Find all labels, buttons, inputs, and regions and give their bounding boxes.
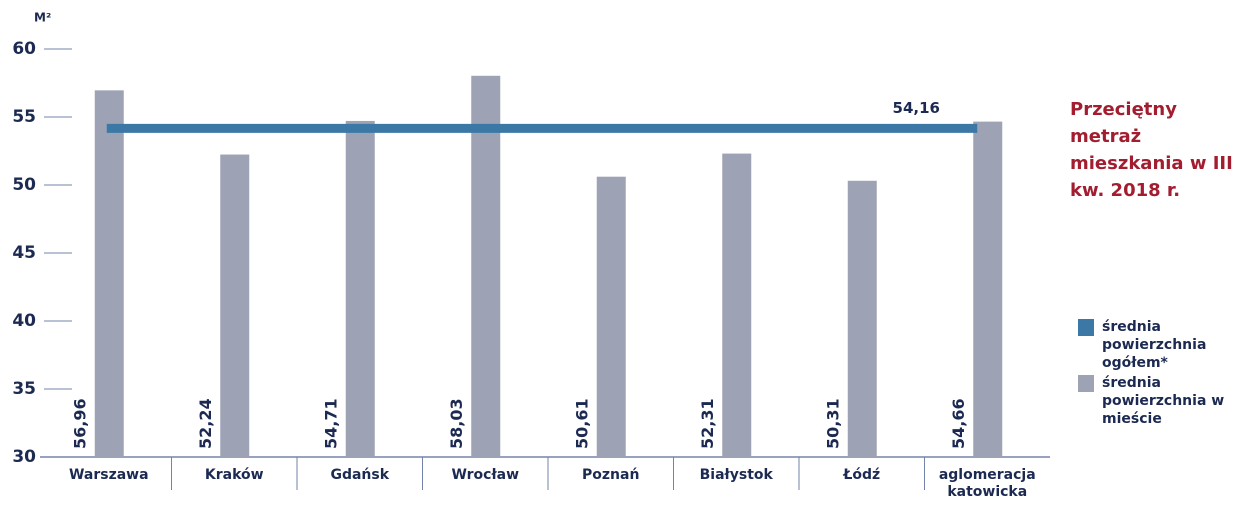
y-tick-label: 60 (12, 39, 36, 59)
bar (345, 120, 375, 457)
bar (94, 90, 124, 458)
value-label: 58,03 (447, 398, 466, 449)
x-tick-label: Kraków (204, 467, 264, 483)
y-tick-label: 55 (12, 107, 36, 127)
value-label: 50,61 (572, 398, 591, 449)
x-tick-label: Wrocław (451, 467, 520, 483)
x-tick-label: Białystok (699, 467, 773, 483)
y-tick-label: 30 (12, 447, 36, 467)
y-tick-label: 35 (12, 379, 36, 399)
x-tick-label: Gdańsk (330, 467, 390, 483)
x-tick-label: Łódź (843, 467, 881, 483)
legend-label: średnia powierzchnia ogółem* (1102, 319, 1207, 371)
value-label: 50,31 (823, 398, 842, 449)
x-tick-label: Poznań (582, 467, 640, 483)
legend-swatch (1078, 319, 1094, 336)
bar (847, 180, 877, 457)
bar (596, 176, 626, 458)
value-label: 54,66 (949, 398, 968, 449)
value-label: 56,96 (70, 398, 89, 449)
bar (722, 153, 752, 458)
legend-entry: średnia powierzchnia ogółem* (1078, 318, 1256, 372)
value-label: 52,24 (196, 398, 215, 449)
bar (220, 154, 250, 457)
reference-label: 54,16 (893, 99, 940, 117)
y-tick-label: 50 (12, 175, 36, 195)
y-unit: M² (34, 11, 51, 25)
x-tick-label: aglomeracja katowicka (938, 467, 1036, 500)
legend-entry: średnia powierzchnia w mieście (1078, 374, 1256, 428)
bar (973, 121, 1003, 458)
value-label: 52,31 (698, 398, 717, 449)
value-label: 54,71 (321, 398, 340, 449)
annotation: Przeciętny metraż mieszkania w III kw. 2… (1070, 99, 1233, 201)
y-tick-label: 40 (12, 311, 36, 331)
x-tick-label: Warszawa (68, 467, 149, 483)
legend-swatch (1078, 375, 1094, 392)
legend-label: średnia powierzchnia w mieście (1102, 375, 1225, 427)
bar (471, 75, 501, 458)
y-tick-label: 45 (12, 243, 36, 263)
